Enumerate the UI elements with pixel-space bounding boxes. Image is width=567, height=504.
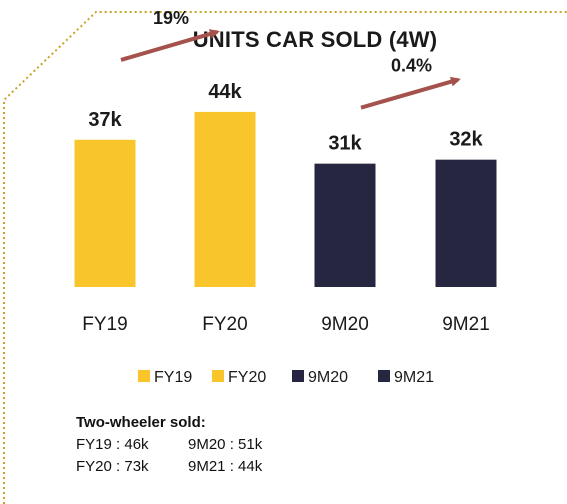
bar-value-label: 32k xyxy=(449,129,483,151)
x-tick-label: 9M20 xyxy=(321,314,369,335)
bar-value-label: 37k xyxy=(88,109,122,131)
bar-9m20 xyxy=(314,163,376,287)
bar-chart: 37k FY19 44k FY20 31k 9M20 32k 9M21 19% 0.4% FY1… xyxy=(74,8,497,386)
growth-label: 19% xyxy=(153,8,189,28)
chart-title: UNITS CAR SOLD (4W) xyxy=(192,27,438,52)
legend-swatch xyxy=(212,370,224,382)
two-wheeler-row: FY19 : 46k 9M20 : 51k xyxy=(76,434,262,456)
legend-label: FY19 xyxy=(154,369,192,386)
two-wheeler-title: Two-wheeler sold: xyxy=(76,414,206,431)
two-wheeler-value: 9M21 : 44k xyxy=(188,458,263,475)
legend-swatch xyxy=(378,370,390,382)
two-wheeler-value: FY20 : 73k xyxy=(76,458,149,475)
bar-fy19 xyxy=(74,139,136,287)
x-tick-label: FY20 xyxy=(202,314,247,335)
x-tick-label: FY19 xyxy=(82,314,127,335)
two-wheeler-row: FY20 : 73k 9M21 : 44k xyxy=(76,456,262,478)
legend-label: 9M20 xyxy=(308,369,348,386)
two-wheeler-summary: Two-wheeler sold: FY19 : 46k 9M20 : 51k … xyxy=(76,412,262,478)
bar-fy20 xyxy=(194,111,256,288)
bar-value-label: 31k xyxy=(328,133,362,155)
bar-9m21 xyxy=(435,159,497,287)
x-tick-label: 9M21 xyxy=(442,314,490,335)
growth-arrow xyxy=(120,29,220,62)
growth-arrow xyxy=(360,76,461,110)
two-wheeler-value: 9M20 : 51k xyxy=(188,436,263,453)
legend-swatch xyxy=(138,370,150,382)
legend-swatch xyxy=(292,370,304,382)
legend-label: 9M21 xyxy=(394,369,434,386)
bar-value-label: 44k xyxy=(208,81,242,103)
legend-label: FY20 xyxy=(228,369,266,386)
two-wheeler-value: FY19 : 46k xyxy=(76,436,149,453)
growth-label: 0.4% xyxy=(391,56,432,76)
